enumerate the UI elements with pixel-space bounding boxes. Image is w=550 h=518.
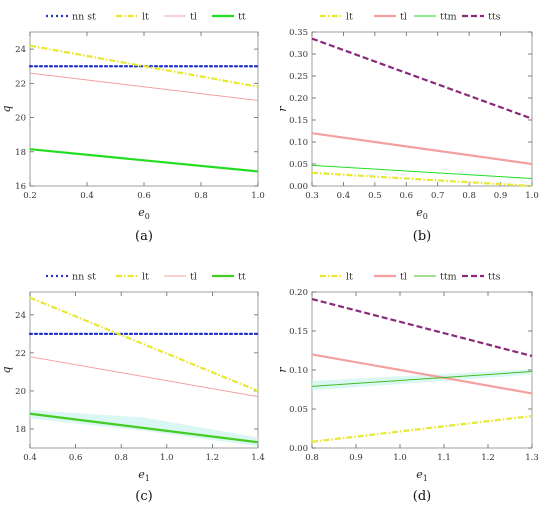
legend-label: tl [400,272,407,283]
legend-label: nn st [72,12,96,23]
y-axis-label: q [0,366,13,373]
y-tick-label: 0.20 [289,288,308,298]
series-line-lt [311,414,533,443]
legend-label: tl [400,12,407,23]
x-tick-label: 0.9 [349,453,363,463]
legend-label: lt [142,12,149,23]
x-tick-label: 1.0 [251,191,265,201]
series-line-lt [29,296,259,392]
x-tick-label: 0.3 [305,191,319,201]
series-line-tl [311,353,533,395]
series-line-tts [311,37,533,120]
legend-label: ttm [440,12,457,23]
x-tick-label: 0.6 [137,191,151,201]
x-tick-label: 1.2 [206,453,220,463]
chart-panel-c: 0.4 0.6 0.8 1.0 1.2 1.4 18 20 22 24 e1 q nn st lt tl tt… [0,272,265,505]
panel-label: (c) [135,489,152,504]
y-tick-label: 0.25 [289,72,308,82]
legend-label: tt [238,12,246,23]
x-tick-label: 1.1 [437,453,451,463]
x-tick-label: 0.8 [462,191,476,201]
legend-label: tl [190,12,197,23]
x-tick-label: 1.0 [160,453,174,463]
legend-label: tts [488,12,501,23]
y-axis-label: r [276,106,289,112]
y-tick-label: 20 [15,387,26,397]
y-tick-label: 22 [15,79,26,89]
plot-frame [29,291,259,449]
x-axis-label: e1 [416,468,428,483]
plot-frame [311,291,533,449]
x-tick-label: 0.7 [431,191,445,201]
legend-label: tt [238,272,246,283]
x-axis-label: e0 [416,206,428,221]
legend-label: tts [488,272,501,283]
legend-label: nn st [72,272,96,283]
legend-label: tl [190,272,197,283]
y-tick-label: 0.05 [289,160,308,170]
series-line-tt [29,148,259,173]
x-tick-label: 0.8 [305,453,319,463]
x-tick-label: 0.8 [194,191,208,201]
y-tick-label: 18 [15,425,26,435]
x-tick-label: 0.6 [400,191,414,201]
legend-label: lt [142,272,149,283]
panel-label: (d) [413,489,431,504]
x-tick-label: 0.8 [114,453,128,463]
chart-panel-d: 0.8 0.9 1.0 1.1 1.2 1.3 0.00 0.05 0.10 0.15 0.20 e1… [276,272,539,505]
series-line-lt [311,171,533,188]
x-tick-label: 0.4 [337,191,351,201]
x-tick-label: 0.2 [23,191,37,201]
series-line-lt [29,44,259,88]
panel-label: (b) [413,229,431,244]
y-tick-label: 0.00 [289,444,308,454]
y-tick-label: 16 [15,182,26,192]
x-tick-label: 1.4 [251,453,265,463]
y-tick-label: 20 [15,114,26,124]
y-tick-label: 0.05 [289,405,308,415]
y-axis-label: q [0,105,13,112]
chart-panel-b: 0.3 0.4 0.5 0.6 0.7 0.8 0.9 1.0 0.00 0.05 0.10 0.15… [276,12,539,245]
plot-frame [311,31,533,187]
y-tick-label: 0.30 [289,50,308,60]
y-tick-label: 0.35 [289,28,308,38]
y-tick-label: 24 [15,45,26,55]
y-tick-label: 0.10 [289,138,308,148]
plot-frame [29,31,259,187]
x-tick-label: 0.4 [23,453,37,463]
legend-label: lt [346,272,353,283]
y-tick-label: 0.10 [289,366,308,376]
y-tick-label: 24 [15,311,26,321]
series-line-tl [311,132,533,166]
x-tick-label: 1.2 [481,453,495,463]
y-tick-label: 0.00 [289,182,308,192]
x-tick-label: 1.3 [525,453,539,463]
x-axis-label: e1 [138,468,150,483]
y-tick-label: 0.20 [289,94,308,104]
series-line-tl [29,356,259,398]
series-line-tt [29,412,259,444]
y-tick-label: 0.15 [289,116,308,126]
y-axis-label: r [276,367,289,373]
panel-label: (a) [135,229,153,244]
x-tick-label: 0.9 [494,191,508,201]
series-line-tl [29,72,259,101]
x-tick-label: 0.5 [368,191,382,201]
series-line-tts [311,297,533,358]
legend-label: lt [346,12,353,23]
x-axis-label: e0 [138,206,150,221]
chart-panel-a: 0.2 0.4 0.6 0.8 1.0 16 18 20 22 24 e0 q nn st lt tl tt (… [0,12,265,245]
legend-label: ttm [440,272,457,283]
series-line-ttm [311,371,533,387]
y-tick-label: 0.15 [289,327,308,337]
y-tick-label: 18 [15,148,26,158]
x-tick-label: 0.4 [80,191,94,201]
x-tick-label: 1.0 [525,191,539,201]
series-line-ttm [311,164,533,180]
confidence-band [312,369,532,391]
x-tick-label: 0.6 [69,453,83,463]
x-tick-label: 1.0 [393,453,407,463]
y-tick-label: 22 [15,349,26,359]
